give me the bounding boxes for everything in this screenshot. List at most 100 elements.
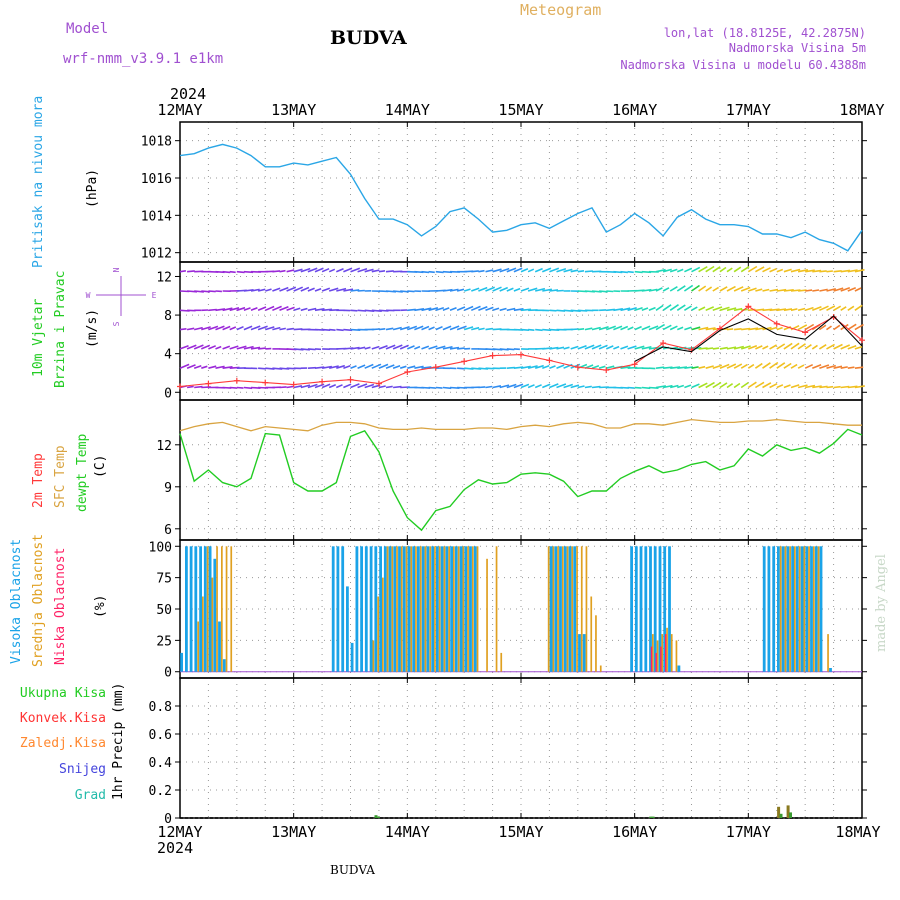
wind-arrow [748, 345, 758, 350]
wind-speed-marker [546, 357, 553, 364]
wind-arrow [747, 381, 757, 389]
cloud-high-bar [554, 546, 558, 672]
wind-arrow [343, 365, 351, 369]
wind-arrow [840, 385, 850, 389]
wind-arrow [712, 364, 723, 369]
wind-arrow [776, 384, 784, 389]
wind-arrow [549, 365, 556, 369]
wind-arrow [648, 306, 656, 312]
cloud-high-bar [573, 546, 577, 672]
wind-arrow [840, 344, 851, 350]
cloud-high-bar [180, 652, 183, 672]
wind-arrow [641, 325, 651, 331]
wind-arrow [449, 288, 459, 292]
wind-arrow [783, 308, 793, 312]
wind-arrow [407, 365, 416, 369]
wind-arrow [258, 347, 266, 350]
wind-arrow [350, 267, 361, 273]
cloud-mid-bar [457, 546, 460, 672]
cloud-high-bar [464, 546, 468, 672]
wind-arrow [719, 346, 728, 350]
cloud-mid-bar [500, 652, 503, 672]
wind-arrow [797, 324, 808, 331]
wind-arrow [776, 343, 786, 350]
wind-ylabel-1: 10m Vjetar [31, 299, 46, 377]
cloud-high-bar [355, 546, 359, 672]
wind-arrow [712, 286, 720, 292]
wind-arrow [393, 385, 402, 389]
precip-panel: 0 0.2 0.4 0.6 0.8 [149, 677, 867, 827]
wind-arrow [776, 362, 786, 369]
cloud-high-bar [791, 546, 794, 672]
wind-arrow [300, 267, 311, 273]
wind-arrow [683, 305, 692, 311]
wind-arrow [300, 286, 310, 292]
wind-arrow [286, 306, 295, 312]
wind-arrow [833, 305, 842, 311]
cloud-low-bar [650, 646, 653, 672]
cloud-high-bar [331, 546, 335, 672]
wind-arrow [194, 326, 203, 331]
wind-arrow [350, 309, 358, 312]
wind-arrow [378, 328, 386, 331]
wind-arrow [457, 367, 466, 370]
cloud-high-bar [644, 546, 648, 672]
wind-arrow [243, 386, 253, 390]
wind-arrow [250, 306, 258, 312]
cloud-mid-bar [462, 546, 465, 672]
wind-arrow [272, 326, 281, 331]
sfc-temp-line [179, 418, 862, 432]
wind-arrow [698, 285, 707, 292]
wind-arrow [456, 325, 467, 331]
wind-arrow [627, 307, 637, 312]
wind-arrow [520, 383, 530, 389]
wind-arrow [691, 284, 700, 292]
wind-arrow [492, 307, 500, 312]
cloud-high-bar [786, 546, 790, 672]
wind-arrow [805, 289, 813, 292]
wind-arrow [669, 268, 678, 273]
pressure-ylabel: Pritisak na nivou mora [31, 96, 46, 268]
wind-arrow [662, 287, 670, 292]
wind-arrow [321, 383, 331, 389]
wind-arrow [655, 366, 665, 369]
cloud-high-bar [369, 546, 373, 672]
cloud-high-bar [563, 546, 567, 672]
x-label-top: 12MAY [157, 101, 202, 119]
cloud-high-bar [549, 546, 553, 672]
wind-ytick-label: 0 [164, 386, 172, 401]
wind-arrow [662, 304, 672, 311]
compass-n: N [112, 267, 121, 272]
wind-arrow [428, 326, 435, 331]
cloud-high-bar [431, 546, 435, 672]
wind-arrow [371, 328, 380, 331]
cloud-high-bar [805, 546, 809, 672]
wind-arrow [556, 383, 567, 389]
cloud-mid-bar [557, 546, 559, 672]
wind-arrow [492, 286, 502, 292]
cloud-mid-bar [576, 546, 578, 672]
wind-arrow [605, 345, 614, 350]
cloud-mid-bar [443, 546, 446, 672]
wind-arrow [805, 269, 815, 273]
wind-arrow [421, 345, 430, 350]
cloud-mid-bar [405, 546, 408, 672]
wind-ylabel-2: Brzina i Pravac [53, 271, 68, 388]
cloud-mid-bar [448, 546, 450, 672]
wind-arrow [762, 382, 772, 389]
wind-arrow [726, 363, 737, 369]
cloud-mid-bar [656, 640, 659, 672]
wind-arrow [776, 326, 783, 331]
cloud-high-bar [208, 546, 212, 672]
wind-arrow [499, 384, 510, 389]
wind-arrow [321, 287, 331, 292]
wind-arrow [335, 267, 344, 273]
wind-arrow [442, 346, 453, 350]
wind-arrow [385, 327, 394, 331]
wind-arrow [691, 366, 699, 369]
wind-arrow [812, 269, 822, 273]
wind-arrow [200, 344, 211, 350]
wind-arrow [691, 326, 701, 331]
year-bottom: 2024 [157, 839, 193, 857]
wind-arrow [818, 344, 827, 350]
